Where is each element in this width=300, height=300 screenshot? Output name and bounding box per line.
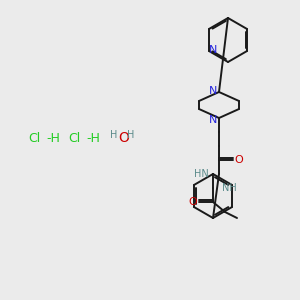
Text: N: N: [209, 86, 217, 96]
Text: NH: NH: [222, 183, 237, 193]
Text: N: N: [209, 115, 217, 125]
Text: Cl: Cl: [28, 131, 40, 145]
Text: -H: -H: [86, 131, 100, 145]
Text: O: O: [118, 131, 129, 145]
Text: O: O: [189, 197, 197, 207]
Text: H: H: [110, 130, 117, 140]
Text: HN: HN: [194, 169, 209, 179]
Text: O: O: [235, 155, 243, 165]
Text: -H: -H: [46, 131, 60, 145]
Text: N: N: [209, 45, 217, 55]
Text: H: H: [127, 130, 134, 140]
Text: Cl: Cl: [68, 131, 80, 145]
